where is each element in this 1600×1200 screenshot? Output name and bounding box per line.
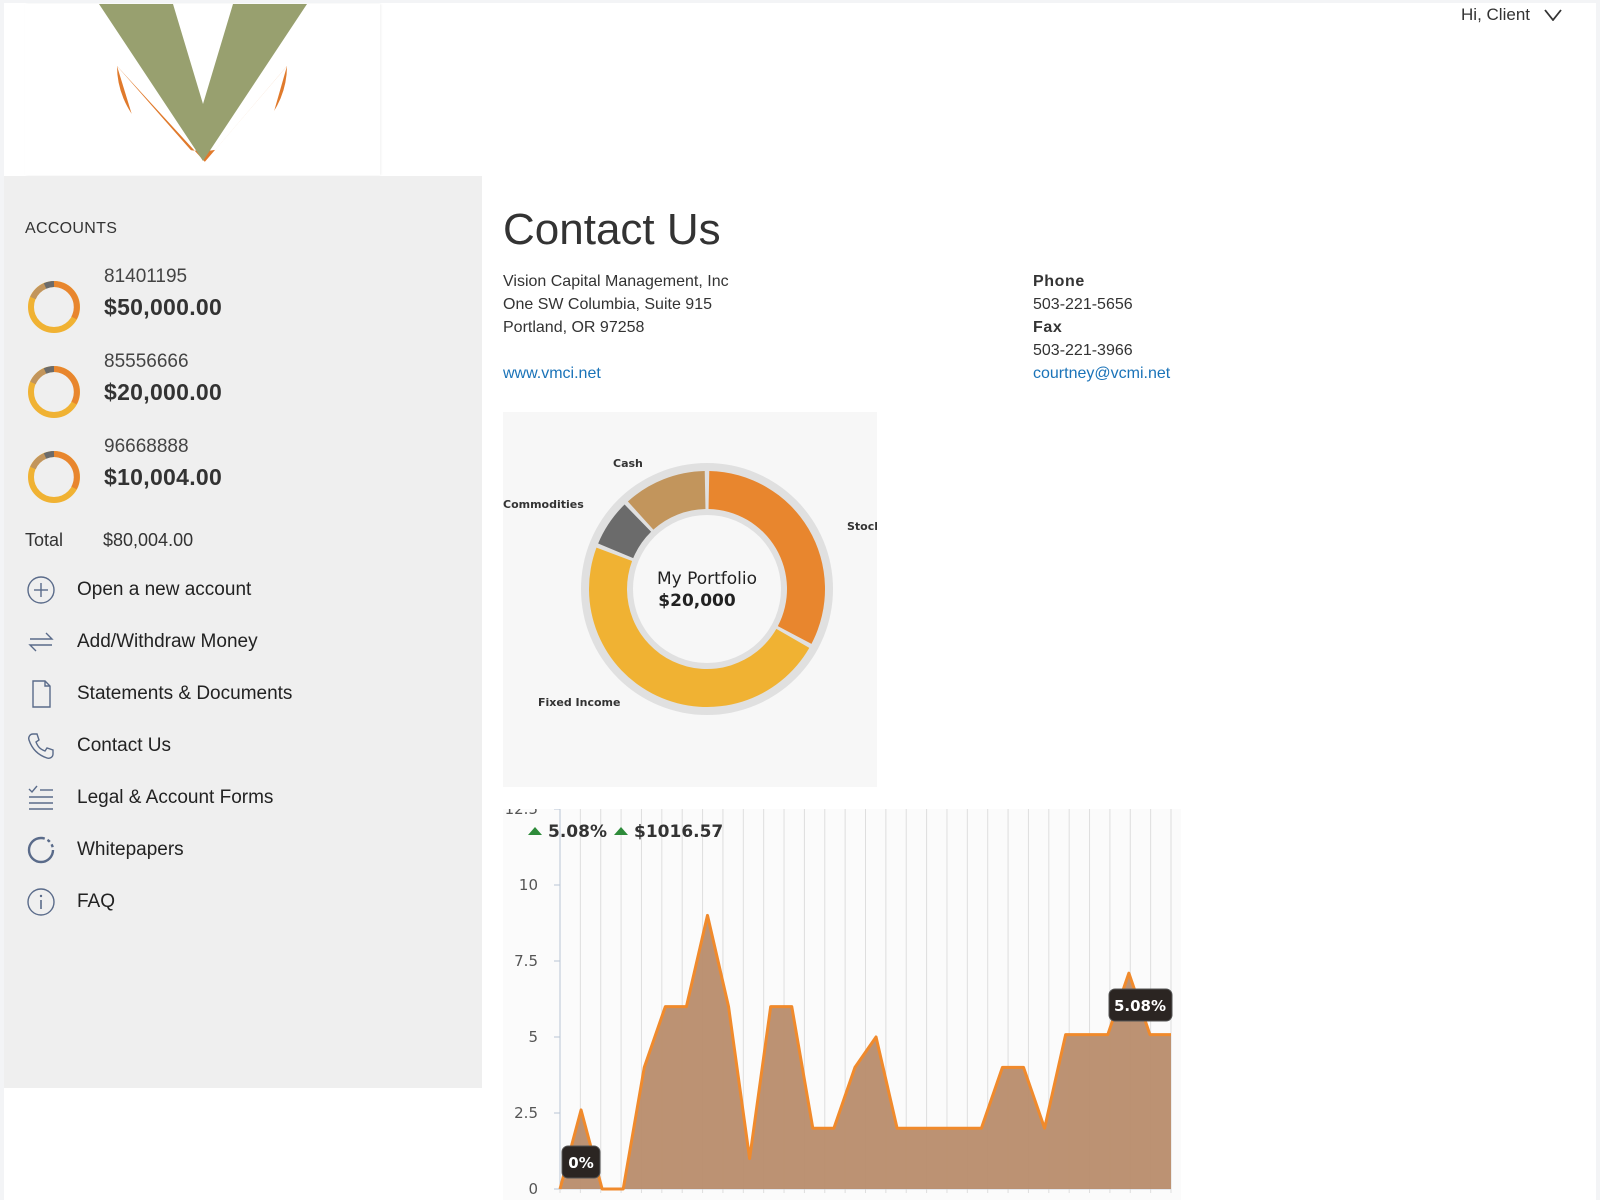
donut-slice-cash[interactable]	[627, 471, 706, 530]
logo-mark	[99, 4, 307, 164]
donut-slice-fixed-income[interactable]	[589, 547, 810, 707]
account-number: 81401195	[104, 266, 188, 287]
account-balance: $50,000.00	[104, 294, 223, 320]
nav-label: Legal & Account Forms	[77, 787, 274, 808]
header-pct: 5.08%	[548, 822, 607, 842]
company-name: Vision Capital Management, Inc	[503, 273, 729, 290]
donut-center-title: My Portfolio	[657, 569, 757, 589]
nav-label: Whitepapers	[77, 839, 184, 860]
chevron-down-icon	[1544, 9, 1562, 21]
account-allocation-ring-icon	[28, 281, 80, 333]
page-title: Contact Us	[503, 205, 721, 254]
company-logo[interactable]	[25, 4, 380, 175]
circle-dots-icon	[25, 834, 57, 866]
donut-slice-stock[interactable]	[708, 471, 825, 644]
transfer-arrows-icon	[25, 626, 57, 658]
address-line-1: One SW Columbia, Suite 915	[503, 296, 712, 313]
plus-circle-icon	[25, 574, 57, 606]
nav-add-withdraw[interactable]: Add/Withdraw Money	[25, 622, 465, 662]
accounts-heading: ACCOUNTS	[25, 220, 118, 237]
y-tick-label: 7.5	[514, 952, 538, 970]
sidebar: ACCOUNTS 81401195 $50,000.00 85556666 $2…	[4, 176, 482, 1088]
nav-label: Statements & Documents	[77, 683, 293, 704]
contact-info: Phone 503-221-5656 Fax 503-221-3966 cour…	[1033, 270, 1170, 385]
nav-legal-forms[interactable]: Legal & Account Forms	[25, 778, 465, 818]
address-line-2: Portland, OR 97258	[503, 319, 645, 336]
y-tick-label: 5	[528, 1028, 538, 1046]
user-menu[interactable]: Hi, Client	[1461, 5, 1562, 25]
triangle-up-icon	[614, 827, 628, 835]
portfolio-donut-chart: Stock Fixed Income Commodities Cash My Port…	[503, 412, 877, 787]
y-tick-label: 0	[528, 1180, 538, 1198]
end-value-label: 5.08%	[1114, 997, 1166, 1015]
nav-whitepapers[interactable]: Whitepapers	[25, 830, 465, 870]
fax-label: Fax	[1033, 319, 1063, 336]
nav-faq[interactable]: FAQ	[25, 882, 465, 922]
donut-category-label: Commodities	[503, 498, 584, 511]
checklist-icon	[25, 782, 57, 814]
chart-header: 5.08% $1016.57	[528, 822, 723, 842]
nav-statements[interactable]: Statements & Documents	[25, 674, 465, 714]
start-value-label: 0%	[568, 1154, 593, 1172]
donut-category-label: Stock	[847, 520, 877, 533]
account-balance: $10,004.00	[104, 464, 223, 490]
phone-number: 503-221-5656	[1033, 296, 1133, 313]
email-link[interactable]: courtney@vcmi.net	[1033, 365, 1171, 382]
area-series-line	[558, 913, 1171, 1191]
phone-icon	[25, 730, 57, 762]
account-item[interactable]: 81401195 $50,000.00	[25, 266, 445, 336]
header-value: $1016.57	[634, 822, 723, 842]
phone-label: Phone	[1033, 273, 1085, 290]
start-value-tag: 0%	[561, 1145, 601, 1179]
total-label: Total	[25, 530, 64, 550]
performance-area-chart: 0 2.5 5 7.5 10 12.5 5.08% $1016.57 0% 5.08%	[503, 809, 1181, 1200]
user-greeting: Hi, Client	[1461, 5, 1530, 24]
website-link[interactable]: www.vmci.net	[503, 365, 601, 382]
account-item[interactable]: 85556666 $20,000.00	[25, 351, 445, 421]
account-allocation-ring-icon	[28, 451, 80, 503]
end-value-tag: 5.08%	[1108, 988, 1173, 1022]
nav-label: Add/Withdraw Money	[77, 631, 258, 652]
fax-number: 503-221-3966	[1033, 342, 1133, 359]
account-allocation-ring-icon	[28, 366, 80, 418]
donut-hole	[633, 515, 781, 663]
area-chart-svg: 0 2.5 5 7.5 10 12.5 5.08% $1016.57 0% 5.08%	[505, 809, 1173, 1198]
account-balance: $20,000.00	[104, 379, 223, 405]
y-tick-label: 10	[519, 876, 538, 894]
triangle-up-icon	[528, 827, 542, 835]
document-icon	[25, 678, 57, 710]
donut-slice-commodities[interactable]	[598, 504, 652, 559]
nav-label: FAQ	[77, 891, 116, 912]
donut-category-label: Cash	[613, 457, 643, 470]
account-number: 85556666	[104, 351, 189, 372]
y-tick-label: 12.5	[505, 809, 538, 818]
nav-contact-us[interactable]: Contact Us	[25, 726, 465, 766]
total-value: $80,004.00	[103, 530, 194, 550]
nav-label: Open a new account	[77, 579, 252, 600]
donut-chart-svg: Stock Fixed Income Commodities Cash My Port…	[503, 457, 877, 715]
nav-label: Contact Us	[77, 735, 171, 756]
address-block: Vision Capital Management, Inc One SW Co…	[503, 270, 729, 385]
info-icon	[25, 886, 57, 918]
account-item[interactable]: 96668888 $10,004.00	[25, 436, 445, 506]
y-tick-label: 2.5	[514, 1104, 538, 1122]
account-number: 96668888	[104, 436, 189, 457]
donut-category-label: Fixed Income	[538, 696, 620, 709]
donut-center-value: $20,000	[658, 591, 736, 611]
nav-open-account[interactable]: Open a new account	[25, 570, 465, 610]
